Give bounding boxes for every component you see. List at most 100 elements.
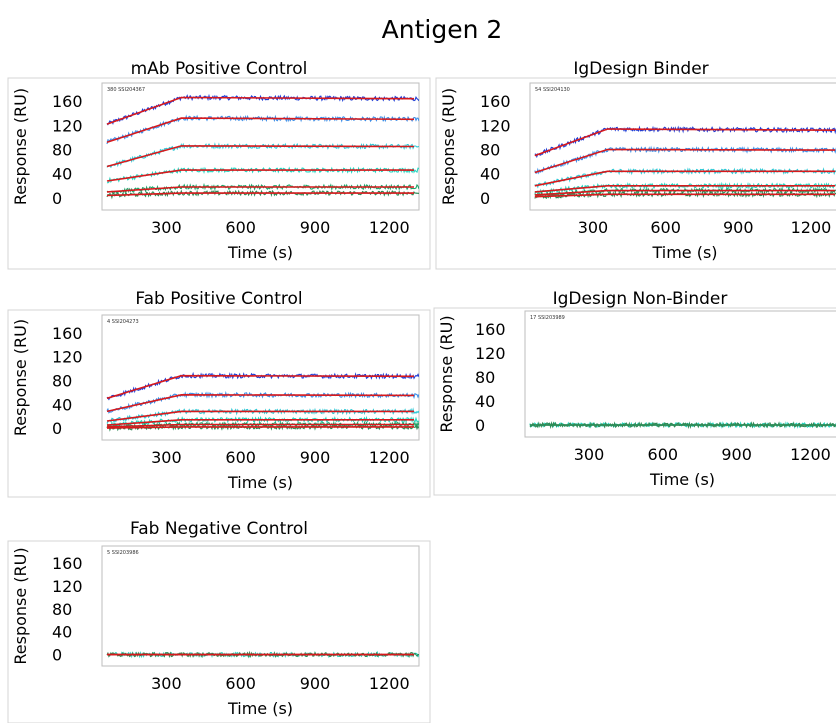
fit-line bbox=[106, 169, 414, 182]
fit-line bbox=[106, 423, 414, 428]
x-tick-label: 1200 bbox=[369, 674, 410, 693]
y-tick-label: 40 bbox=[480, 165, 500, 184]
y-tick-label: 80 bbox=[475, 368, 495, 387]
plot-area bbox=[529, 82, 836, 211]
x-tick-label: 900 bbox=[300, 218, 331, 237]
panel-title: Fab Positive Control bbox=[135, 289, 302, 309]
y-tick-label: 0 bbox=[52, 189, 62, 208]
y-tick-label: 80 bbox=[52, 141, 72, 160]
y-tick-label: 160 bbox=[480, 92, 511, 111]
figure-title: Antigen 2 bbox=[382, 15, 503, 44]
y-tick-label: 160 bbox=[52, 92, 83, 111]
x-tick-label: 1200 bbox=[369, 448, 410, 467]
plot-area bbox=[101, 545, 420, 667]
series-group bbox=[106, 93, 419, 200]
x-axis-label: Time (s) bbox=[649, 470, 715, 489]
x-tick-label: 600 bbox=[225, 448, 256, 467]
fit-line bbox=[106, 117, 415, 144]
x-tick-label: 300 bbox=[151, 448, 182, 467]
y-tick-label: 80 bbox=[52, 600, 72, 619]
fit-line bbox=[106, 410, 414, 422]
y-tick-label: 160 bbox=[52, 324, 83, 343]
x-tick-label: 900 bbox=[721, 445, 752, 464]
panel-title: IgDesign Binder bbox=[573, 59, 708, 79]
y-axis-label: Response (RU) bbox=[11, 88, 30, 205]
sensorgram-panel: Fab Negative Control 5 SSI203986 0 40 80 120 1… bbox=[7, 519, 431, 723]
y-tick-label: 120 bbox=[52, 577, 83, 596]
x-axis-label: Time (s) bbox=[227, 473, 293, 492]
fit-line bbox=[534, 193, 836, 198]
fit-line bbox=[106, 145, 415, 168]
panel-title: Fab Negative Control bbox=[130, 519, 308, 539]
fit-line bbox=[106, 393, 415, 413]
y-axis-label: Response (RU) bbox=[437, 315, 456, 432]
fit-line bbox=[106, 192, 414, 197]
x-tick-label: 600 bbox=[225, 218, 256, 237]
fit-line bbox=[106, 426, 414, 429]
fit-line bbox=[106, 374, 415, 400]
y-tick-label: 40 bbox=[52, 165, 72, 184]
series-group bbox=[534, 125, 836, 200]
fit-line bbox=[106, 186, 414, 193]
fit-line bbox=[106, 419, 414, 426]
x-tick-label: 1200 bbox=[790, 445, 831, 464]
y-axis-label: Response (RU) bbox=[439, 88, 458, 205]
sensorgram-panel: IgDesign Non-Binder 17 SSI203989 0 40 80 120 1… bbox=[433, 289, 836, 496]
y-tick-label: 40 bbox=[475, 392, 495, 411]
y-tick-label: 120 bbox=[475, 344, 506, 363]
fit-line bbox=[534, 170, 836, 187]
fit-line bbox=[534, 148, 836, 174]
x-tick-label: 900 bbox=[300, 448, 331, 467]
y-tick-label: 80 bbox=[480, 141, 500, 160]
fit-line bbox=[534, 128, 836, 157]
y-tick-label: 40 bbox=[52, 623, 72, 642]
x-tick-label: 300 bbox=[578, 218, 609, 237]
x-tick-label: 300 bbox=[151, 674, 182, 693]
y-tick-label: 120 bbox=[480, 116, 511, 135]
sensorgram-panel: mAb Positive Control 380 SSI204367 0 40 80 12… bbox=[7, 59, 431, 270]
series-group bbox=[106, 371, 419, 432]
x-tick-label: 300 bbox=[574, 445, 605, 464]
x-axis-label: Time (s) bbox=[651, 243, 717, 262]
x-tick-label: 900 bbox=[723, 218, 754, 237]
y-tick-label: 0 bbox=[52, 419, 62, 438]
x-tick-label: 600 bbox=[648, 445, 679, 464]
fit-line bbox=[534, 189, 836, 196]
sensorgram-panel: IgDesign Binder 54 SSI204130 0 40 80 120 160 30… bbox=[435, 59, 836, 270]
sensor-id-label: 17 SSI203989 bbox=[530, 315, 565, 321]
sensor-id-label: 54 SSI204130 bbox=[535, 87, 570, 93]
sensor-id-label: 4 SSI204273 bbox=[107, 319, 139, 325]
y-tick-label: 40 bbox=[52, 395, 72, 414]
data-series-line bbox=[534, 181, 836, 196]
panel-title: mAb Positive Control bbox=[131, 59, 308, 79]
panel-title: IgDesign Non-Binder bbox=[553, 289, 728, 309]
y-tick-label: 120 bbox=[52, 116, 83, 135]
x-tick-label: 600 bbox=[225, 674, 256, 693]
y-tick-label: 0 bbox=[480, 189, 490, 208]
y-tick-label: 80 bbox=[52, 371, 72, 390]
data-series-line bbox=[534, 145, 836, 175]
series-group bbox=[106, 650, 419, 659]
sensor-id-label: 5 SSI203986 bbox=[107, 550, 139, 556]
y-axis-label: Response (RU) bbox=[11, 319, 30, 436]
y-axis-label: Response (RU) bbox=[11, 547, 30, 664]
y-tick-label: 0 bbox=[52, 646, 62, 665]
x-tick-label: 900 bbox=[300, 674, 331, 693]
x-tick-label: 300 bbox=[151, 218, 182, 237]
data-series-line bbox=[106, 142, 419, 169]
y-tick-label: 160 bbox=[52, 554, 83, 573]
y-tick-label: 160 bbox=[475, 320, 506, 339]
y-tick-label: 120 bbox=[52, 348, 83, 367]
sensorgram-panel: Fab Positive Control 4 SSI204273 0 40 80 120 1… bbox=[7, 289, 431, 498]
y-tick-label: 0 bbox=[475, 416, 485, 435]
fit-line bbox=[106, 96, 415, 125]
series-group bbox=[529, 421, 836, 430]
sensor-id-label: 380 SSI204367 bbox=[107, 87, 145, 93]
x-tick-label: 600 bbox=[650, 218, 681, 237]
x-axis-label: Time (s) bbox=[227, 243, 293, 262]
fit-line bbox=[534, 185, 836, 193]
x-axis-label: Time (s) bbox=[227, 699, 293, 718]
x-tick-label: 1200 bbox=[369, 218, 410, 237]
x-tick-label: 1200 bbox=[791, 218, 832, 237]
